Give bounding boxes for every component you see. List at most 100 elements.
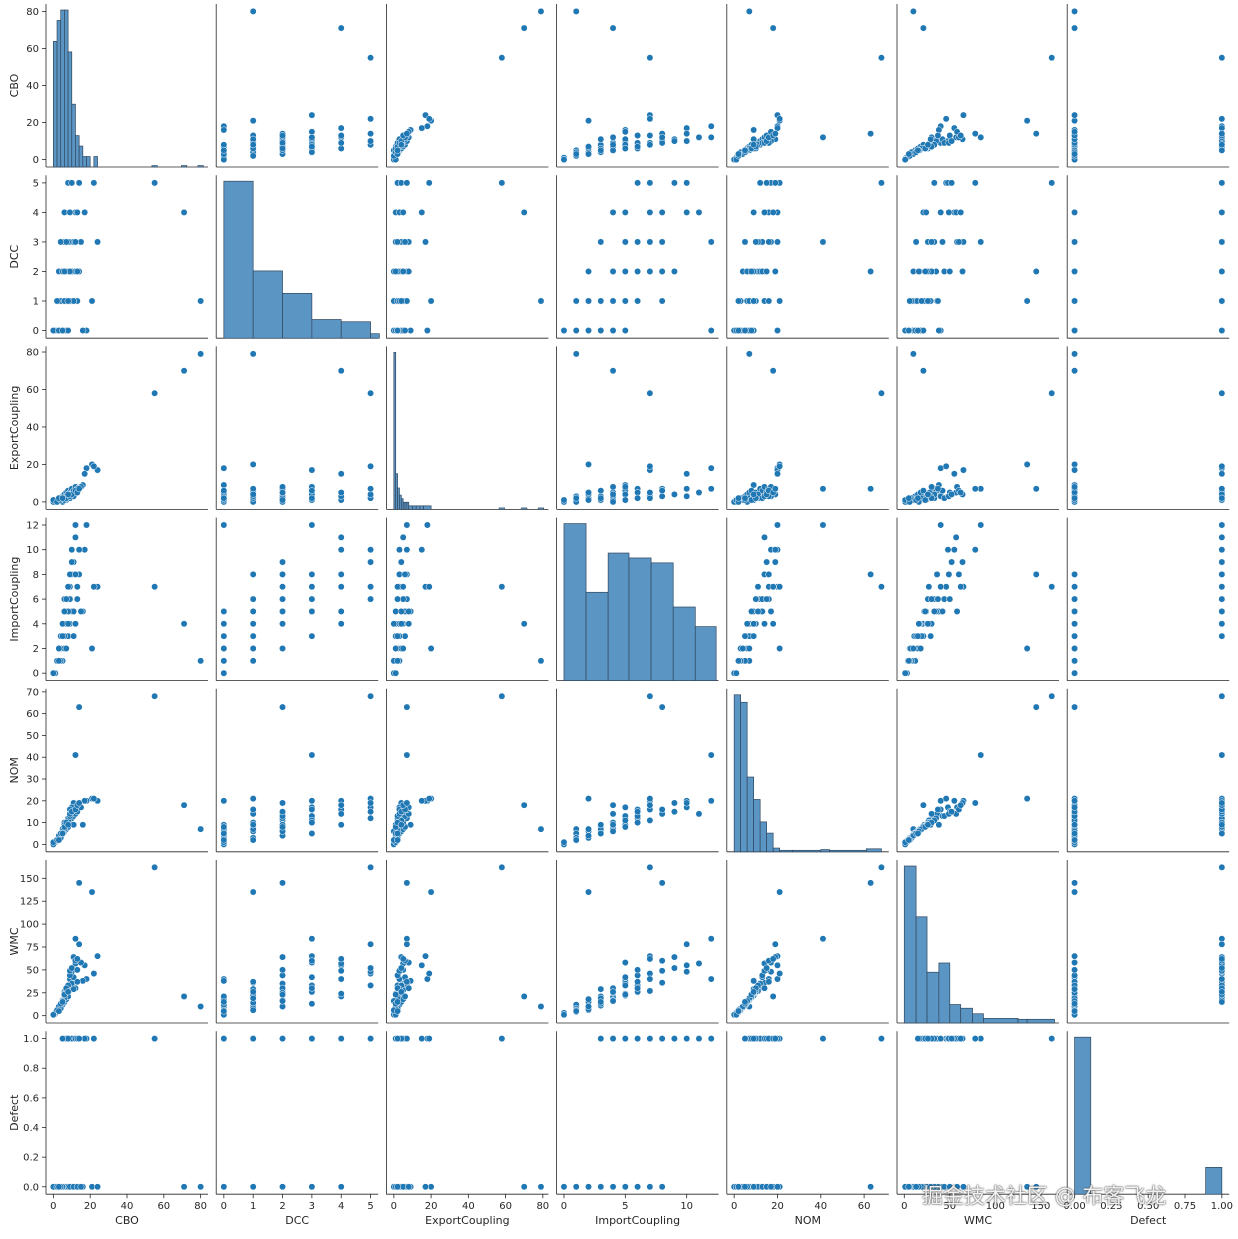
scatter-point-exportcoupling-vs-importcoupling	[423, 521, 431, 529]
scatter-point-importcoupling-vs-dcc	[634, 179, 642, 187]
scatter-point-nom-vs-wmc	[761, 984, 768, 992]
scatter-point-importcoupling-vs-exportcoupling	[646, 389, 654, 397]
scatter-point-wmc-vs-defect	[948, 1035, 956, 1043]
scatter-point-exportcoupling-vs-importcoupling	[394, 632, 402, 640]
scatter-point-importcoupling-vs-cbo	[572, 7, 580, 15]
scatter-point-importcoupling-vs-dcc	[646, 208, 654, 216]
scatter-point-dcc-vs-wmc	[249, 1006, 257, 1014]
scatter-point-cbo-vs-nom	[64, 821, 72, 829]
scatter-point-nom-vs-exportcoupling	[877, 389, 885, 397]
scatter-point-dcc-vs-defect	[337, 1183, 345, 1191]
scatter-point-importcoupling-vs-wmc	[707, 975, 715, 983]
scatter-point-dcc-vs-defect	[249, 1035, 257, 1043]
scatter-point-wmc-vs-importcoupling	[917, 645, 925, 652]
scatter-point-importcoupling-vs-dcc	[621, 208, 629, 216]
scatter-point-exportcoupling-vs-wmc	[397, 964, 405, 972]
scatter-point-defect-vs-wmc	[1071, 879, 1079, 887]
scatter-point-nom-vs-importcoupling	[754, 583, 762, 591]
y-axis-label-wmc: WMC	[8, 927, 21, 955]
scatter-point-wmc-vs-dcc	[930, 179, 938, 187]
scatter-point-wmc-vs-exportcoupling	[957, 489, 965, 496]
scatter-point-wmc-vs-cbo	[971, 130, 979, 138]
scatter-point-nom-vs-exportcoupling	[735, 494, 742, 502]
scatter-point-dcc-vs-wmc	[279, 953, 286, 961]
scatter-point-defect-vs-importcoupling	[1071, 657, 1079, 665]
scatter-point-importcoupling-vs-dcc	[609, 268, 617, 275]
scatter-point-wmc-vs-dcc	[905, 327, 913, 334]
scatter-point-importcoupling-vs-defect	[634, 1183, 642, 1191]
scatter-point-exportcoupling-vs-wmc	[403, 879, 411, 887]
scatter-point-importcoupling-vs-wmc	[658, 967, 666, 975]
hist-bar-cbo	[56, 20, 62, 168]
scatter-point-exportcoupling-vs-defect	[537, 1183, 545, 1191]
scatter-point-wmc-vs-dcc	[915, 268, 923, 275]
scatter-point-wmc-vs-nom	[924, 821, 932, 829]
scatter-point-importcoupling-vs-defect	[646, 1183, 654, 1191]
scatter-point-nom-vs-wmc	[867, 879, 875, 887]
scatter-point-nom-vs-dcc	[765, 238, 773, 246]
scatter-point-cbo-vs-nom	[75, 703, 83, 711]
scatter-point-dcc-vs-importcoupling	[220, 620, 228, 628]
scatter-point-dcc-vs-wmc	[308, 973, 316, 981]
scatter-point-nom-vs-wmc	[776, 970, 784, 978]
scatter-point-importcoupling-vs-defect	[609, 1183, 617, 1191]
scatter-point-exportcoupling-vs-importcoupling	[399, 645, 407, 652]
scatter-point-nom-vs-importcoupling	[769, 620, 777, 628]
scatter-point-wmc-vs-cbo	[934, 132, 942, 139]
hist-bar-nom	[733, 694, 742, 853]
scatter-point-cbo-vs-wmc	[73, 955, 81, 963]
scatter-point-importcoupling-vs-exportcoupling	[597, 494, 605, 502]
scatter-point-importcoupling-vs-cbo	[621, 128, 629, 136]
scatter-point-wmc-vs-cbo	[942, 115, 950, 123]
scatter-point-nom-vs-dcc	[763, 179, 771, 187]
hist-bar-importcoupling	[672, 606, 696, 681]
scatter-point-exportcoupling-vs-nom	[520, 801, 528, 809]
scatter-point-wmc-vs-exportcoupling	[924, 490, 932, 498]
scatter-point-importcoupling-vs-dcc	[658, 238, 666, 246]
scatter-point-cbo-vs-wmc	[90, 970, 98, 978]
scatter-point-dcc-vs-importcoupling	[220, 657, 228, 665]
scatter-point-dcc-vs-wmc	[337, 967, 345, 975]
scatter-point-dcc-vs-cbo	[308, 133, 316, 141]
scatter-point-wmc-vs-nom	[934, 806, 942, 813]
scatter-point-dcc-vs-importcoupling	[367, 583, 375, 591]
scatter-point-dcc-vs-importcoupling	[308, 521, 316, 529]
x-tick-label-nom: 40	[814, 1201, 827, 1212]
x-tick-label-exportcoupling: 40	[462, 1201, 475, 1212]
scatter-point-nom-vs-dcc	[867, 268, 875, 275]
y-tick-label-cbo: 60	[26, 44, 39, 55]
scatter-point-importcoupling-vs-dcc	[609, 297, 617, 305]
scatter-point-importcoupling-vs-wmc	[572, 1007, 580, 1015]
scatter-point-wmc-vs-dcc	[955, 238, 963, 246]
scatter-point-exportcoupling-vs-wmc	[422, 952, 429, 960]
scatter-point-wmc-vs-exportcoupling	[950, 470, 958, 478]
scatter-point-nom-vs-dcc	[741, 327, 749, 334]
scatter-point-importcoupling-vs-cbo	[707, 133, 715, 141]
scatter-point-defect-vs-wmc	[1071, 1000, 1079, 1008]
scatter-point-defect-vs-dcc	[1218, 238, 1226, 246]
scatter-point-nom-vs-importcoupling	[754, 607, 762, 615]
scatter-point-dcc-vs-exportcoupling	[308, 494, 316, 502]
scatter-point-cbo-vs-dcc	[66, 208, 74, 216]
scatter-point-dcc-vs-cbo	[249, 7, 257, 15]
scatter-point-exportcoupling-vs-importcoupling	[392, 645, 400, 652]
hist-bar-cbo	[67, 51, 73, 168]
scatter-point-defect-vs-importcoupling	[1218, 546, 1226, 554]
scatter-point-cbo-vs-nom	[59, 830, 67, 837]
scatter-point-nom-vs-importcoupling	[735, 657, 742, 665]
scatter-point-importcoupling-vs-wmc	[634, 966, 642, 974]
hist-bar-importcoupling	[628, 557, 652, 681]
x-axis-label-importcoupling: ImportCoupling	[595, 1214, 680, 1227]
scatter-point-importcoupling-vs-defect	[560, 1183, 568, 1191]
scatter-point-wmc-vs-exportcoupling	[921, 496, 929, 504]
scatter-point-dcc-vs-importcoupling	[249, 595, 257, 603]
scatter-point-cbo-vs-dcc	[60, 268, 68, 275]
scatter-point-importcoupling-vs-cbo	[646, 54, 654, 62]
scatter-point-importcoupling-vs-exportcoupling	[572, 494, 580, 502]
scatter-point-importcoupling-vs-wmc	[634, 984, 642, 992]
hist-bar-exportcoupling	[419, 505, 424, 510]
hist-bar-exportcoupling	[521, 507, 528, 510]
scatter-point-dcc-vs-wmc	[308, 957, 316, 965]
scatter-point-wmc-vs-nom	[942, 795, 950, 803]
scatter-point-importcoupling-vs-nom	[670, 808, 678, 816]
